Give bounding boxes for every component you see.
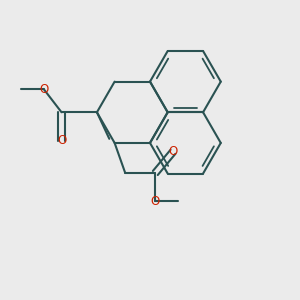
Text: O: O <box>57 134 66 147</box>
Text: O: O <box>151 195 160 208</box>
Text: O: O <box>168 145 178 158</box>
Text: O: O <box>39 83 49 96</box>
